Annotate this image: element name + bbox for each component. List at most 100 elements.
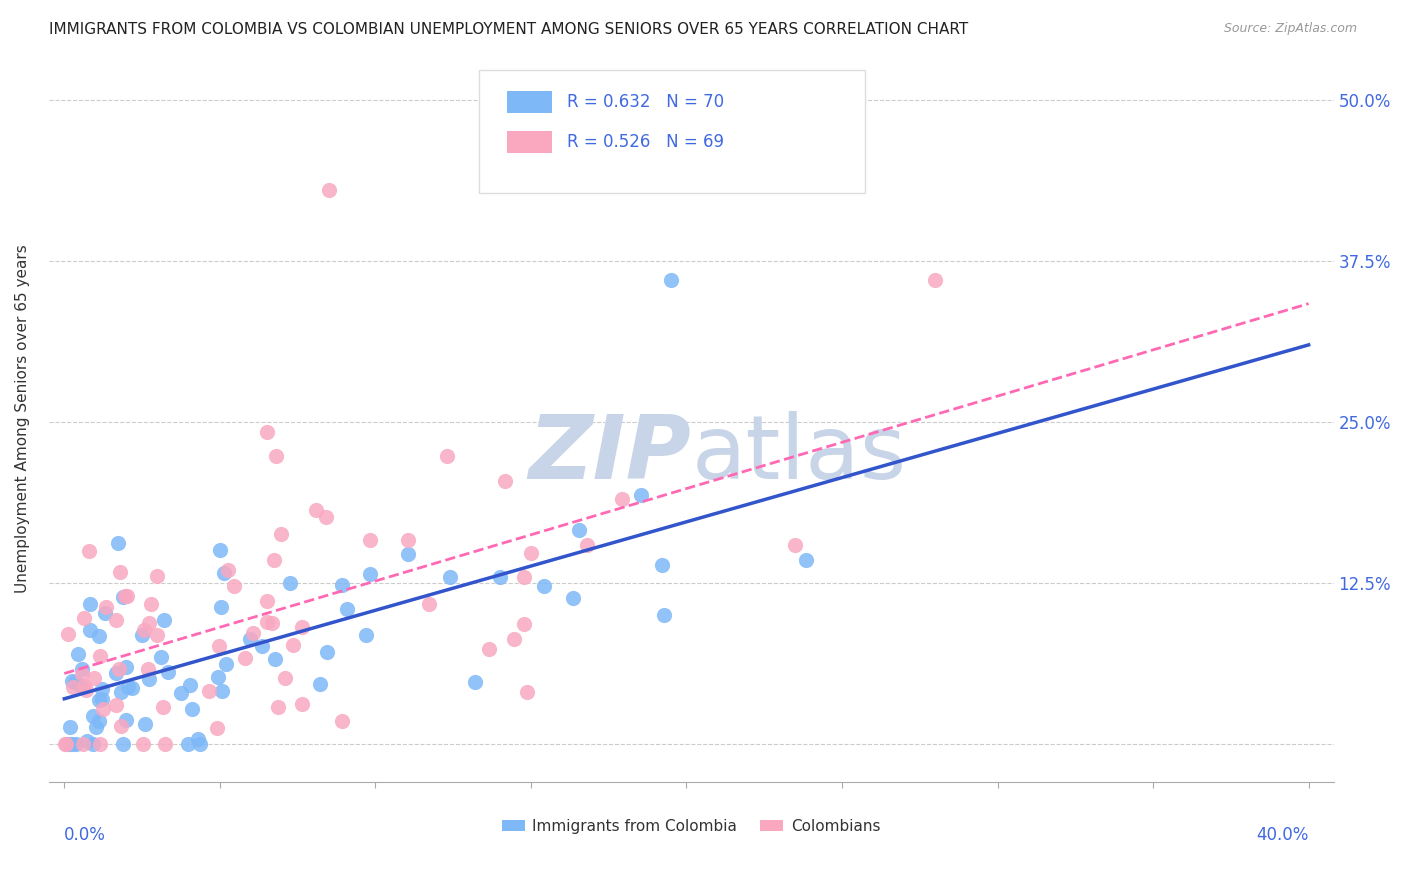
Point [115, 659, 138, 673]
Point [278, 575, 301, 590]
Point [503, 632, 526, 647]
Point [250, 639, 273, 653]
Point [630, 488, 652, 502]
Point [87, 629, 110, 643]
Point [117, 681, 139, 695]
Point [396, 533, 419, 547]
Point [336, 602, 359, 616]
Point [924, 273, 946, 287]
Point [283, 638, 305, 652]
Point [513, 570, 536, 584]
Point [56, 627, 79, 641]
Point [209, 543, 232, 558]
Point [266, 450, 288, 464]
Point [659, 273, 682, 287]
Point [217, 563, 239, 577]
Point [207, 670, 229, 684]
Point [233, 650, 256, 665]
Text: 40.0%: 40.0% [1256, 826, 1309, 844]
Text: ZIP: ZIP [529, 411, 692, 499]
Point [436, 449, 458, 463]
Point [91, 682, 114, 697]
Point [62, 674, 84, 689]
Text: Source: ZipAtlas.com: Source: ZipAtlas.com [1223, 22, 1357, 36]
Point [291, 697, 314, 711]
Point [132, 623, 155, 637]
Point [267, 700, 290, 714]
Point [134, 716, 156, 731]
Point [56, 737, 79, 751]
Point [155, 737, 177, 751]
Point [439, 570, 461, 584]
Point [131, 737, 153, 751]
FancyBboxPatch shape [479, 70, 865, 194]
Point [87, 693, 110, 707]
Point [138, 615, 160, 630]
Point [104, 666, 127, 681]
Point [91, 701, 114, 715]
Point [63, 675, 86, 690]
Point [519, 546, 541, 560]
Point [359, 567, 381, 582]
Point [55, 737, 77, 751]
Point [110, 719, 132, 733]
Point [82, 737, 104, 751]
Point [146, 569, 169, 583]
Point [187, 731, 209, 746]
Point [114, 589, 136, 603]
Point [77, 544, 100, 558]
Point [66, 647, 89, 661]
Text: R = 0.526   N = 69: R = 0.526 N = 69 [567, 134, 724, 152]
Point [316, 645, 339, 659]
Point [354, 628, 377, 642]
Point [239, 632, 262, 647]
Text: R = 0.632   N = 70: R = 0.632 N = 70 [567, 94, 724, 112]
Point [215, 657, 238, 671]
Point [107, 536, 129, 550]
Point [152, 699, 174, 714]
Point [69, 678, 91, 692]
Point [260, 615, 283, 630]
Point [180, 702, 202, 716]
Point [72, 737, 94, 751]
Point [464, 675, 486, 690]
Point [84, 720, 107, 734]
Point [224, 579, 246, 593]
Point [150, 650, 173, 665]
Point [146, 628, 169, 642]
Point [104, 698, 127, 712]
Point [89, 737, 111, 751]
Text: IMMIGRANTS FROM COLOMBIA VS COLOMBIAN UNEMPLOYMENT AMONG SENIORS OVER 65 YEARS C: IMMIGRANTS FROM COLOMBIA VS COLOMBIAN UN… [49, 22, 969, 37]
Text: atlas: atlas [692, 411, 907, 499]
Point [131, 628, 153, 642]
Point [263, 553, 285, 567]
Point [79, 623, 101, 637]
Point [79, 598, 101, 612]
Point [90, 692, 112, 706]
Point [533, 578, 555, 592]
Point [208, 640, 231, 654]
Point [108, 662, 131, 676]
Point [83, 671, 105, 685]
Point [121, 681, 143, 696]
Point [179, 678, 201, 692]
Point [270, 526, 292, 541]
Point [562, 591, 585, 606]
Point [170, 686, 193, 700]
Point [62, 680, 84, 694]
Point [188, 737, 211, 751]
Point [53, 737, 76, 751]
Point [291, 620, 314, 634]
Point [105, 613, 128, 627]
Point [59, 720, 82, 734]
Point [112, 737, 135, 751]
Point [110, 685, 132, 699]
Point [89, 648, 111, 663]
Point [70, 667, 93, 681]
Point [256, 615, 278, 629]
Point [651, 558, 673, 572]
Point [205, 721, 228, 735]
Point [136, 662, 159, 676]
Point [273, 671, 295, 685]
Point [214, 566, 236, 581]
